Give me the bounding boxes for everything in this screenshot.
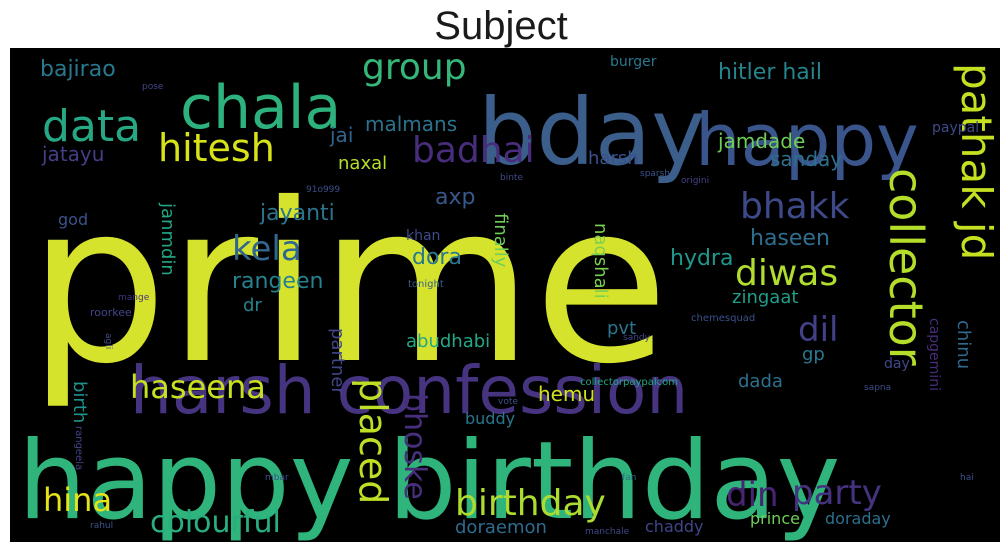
word-happy: happy	[695, 98, 919, 182]
word-dil: dil	[798, 310, 838, 350]
word-hemu: hemu	[538, 382, 595, 406]
word-buddy: buddy	[465, 409, 515, 428]
word-jayanti: jayanti	[259, 201, 335, 226]
word-chala: chala	[180, 73, 341, 143]
word-party: party	[792, 473, 882, 513]
word-mbar: mbar	[265, 473, 289, 483]
word-haseen: haseen	[750, 226, 830, 251]
word-partner: partner	[327, 328, 348, 395]
word-91o999: 91o999	[306, 185, 340, 195]
word-haseena: haseena	[130, 368, 266, 406]
word-roorkee: roorkee	[90, 306, 132, 319]
word-bajirao: bajirao	[40, 57, 116, 82]
word-rangeela: rangeela	[73, 426, 84, 470]
word-hai: hai	[960, 473, 974, 483]
word-pose: pose	[142, 82, 164, 92]
word-paypal: paypal	[932, 120, 979, 136]
word-abudhabi: abudhabi	[406, 331, 490, 352]
word-badhai: badhai	[412, 130, 535, 171]
word-prime: prime	[28, 156, 669, 412]
word-colourful: colourful	[150, 505, 281, 540]
word-din: din	[726, 475, 779, 515]
word-group: group	[362, 48, 467, 88]
word-sparsh: sparsh	[640, 169, 670, 179]
word-chaddy: chaddy	[645, 517, 704, 536]
word-dada: dada	[738, 371, 783, 392]
word-hydra: hydra	[670, 246, 733, 271]
word-chemesquad: chemesquad	[691, 313, 755, 324]
word-finally: finally	[490, 213, 511, 268]
word-sapna: sapna	[864, 383, 891, 393]
word-day: day	[884, 356, 910, 372]
word-prince: prince	[750, 509, 800, 528]
word-dora: dora	[412, 245, 462, 270]
word-diwas: diwas	[735, 253, 838, 294]
word-collector: collector	[879, 168, 933, 366]
word-bhakk: bhakk	[740, 186, 850, 227]
word-data: data	[42, 101, 141, 152]
word-jatayu: jatayu	[41, 142, 104, 166]
word-mange: mange	[118, 293, 150, 303]
word-harsh-confession: harsh confession	[130, 352, 688, 429]
word-doraemon: doraemon	[455, 517, 547, 538]
word-agli: agli	[103, 333, 113, 349]
word-hitler-hail: hitler hail	[718, 60, 822, 85]
word-placed: placed	[351, 378, 395, 504]
word-jamdade: jamdade	[717, 129, 805, 153]
word-binte: binte	[500, 173, 523, 183]
word-birth: birth	[69, 381, 90, 423]
word-kela: kela	[232, 229, 302, 269]
word-origini: origini	[681, 176, 709, 186]
word-hitesh: hitesh	[158, 126, 275, 170]
word-tonight: tonight	[408, 279, 444, 290]
word-bday: bday	[478, 79, 706, 186]
word-jai: jai	[329, 123, 353, 147]
chart-title: Subject	[434, 4, 568, 48]
word-janmdin: janmdin	[157, 202, 178, 276]
word-rangeen: rangeen	[232, 269, 323, 294]
word-zingaat: zingaat	[732, 287, 798, 308]
word-chinu: chinu	[953, 320, 974, 369]
word-doraday: doraday	[825, 509, 891, 528]
word-pvt: pvt	[607, 318, 636, 339]
word-manchale: manchale	[585, 527, 630, 537]
word-pathak-jd: pathak jd	[952, 63, 1000, 260]
word-god: god	[58, 210, 88, 229]
word-sandy: sandy	[623, 333, 651, 343]
word-hina: hina	[43, 481, 112, 519]
word-fan: fan	[622, 473, 636, 483]
word-harsh: harsh	[588, 148, 639, 169]
word-burger: burger	[610, 54, 657, 70]
word-gp: gp	[802, 344, 825, 365]
word-bhoske: bhoske	[397, 393, 432, 500]
word-khan: khan	[406, 228, 440, 244]
word-naxal: naxal	[338, 153, 387, 174]
word-rahul: rahul	[90, 521, 113, 531]
word-collectorpaypalcom: collectorpaypalcom	[580, 377, 678, 388]
word-vote: vote	[498, 397, 518, 407]
word-axp: axp	[435, 185, 475, 210]
word-naqshali: naqshali	[590, 223, 611, 299]
word-capgemini: capgemini	[926, 318, 942, 391]
word-dr: dr	[243, 295, 262, 316]
word-malmans: malmans	[365, 112, 457, 136]
word-sanday: sanday	[770, 147, 842, 171]
word-birthday: birthday	[455, 483, 606, 524]
word-happy-birthday: happy birthday	[18, 419, 840, 542]
